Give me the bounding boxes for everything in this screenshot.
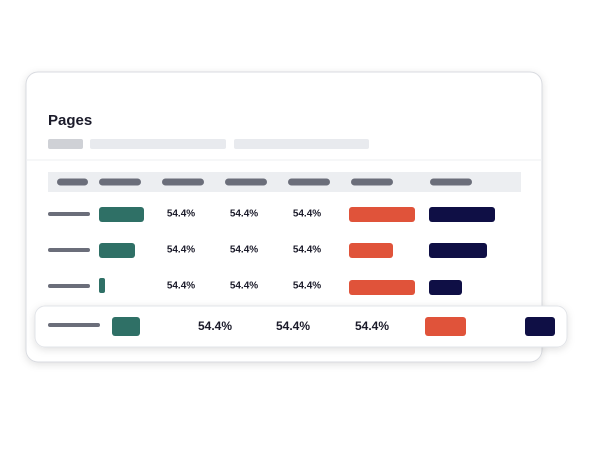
pill [430, 178, 472, 186]
pill [57, 178, 88, 186]
navy-bar [429, 280, 462, 295]
cell: 54.4% [276, 319, 310, 333]
header-pills [57, 178, 472, 186]
row-label [48, 323, 100, 327]
cell: 54.4% [167, 281, 195, 292]
cell: 54.4% [230, 245, 258, 256]
red-bar [349, 243, 393, 258]
pill [99, 178, 141, 186]
cell: 54.4% [230, 209, 258, 220]
row-label [48, 212, 90, 216]
green-bar [99, 278, 105, 293]
red-bar [425, 317, 466, 336]
red-bar [349, 207, 415, 222]
pill [351, 178, 393, 186]
navy-bar [429, 243, 487, 258]
cell: 54.4% [293, 245, 321, 256]
placeholder [90, 139, 226, 149]
green-bar [99, 207, 144, 222]
cell: 54.4% [167, 209, 195, 220]
header-row [48, 172, 521, 192]
row-label [48, 248, 90, 252]
green-bar [112, 317, 140, 336]
navy-bar [525, 317, 555, 336]
highlight-row[interactable] [34, 305, 568, 348]
rows: 54.4% 54.4% 54.4% 54.4% 54.4% 54.4% 54.4… [48, 207, 495, 295]
pill [288, 178, 330, 186]
navy-bar [429, 207, 495, 222]
cell: 54.4% [355, 319, 389, 333]
pill [225, 178, 267, 186]
cell: 54.4% [198, 319, 232, 333]
red-bar [349, 280, 415, 295]
cell: 54.4% [293, 209, 321, 220]
cell: 54.4% [293, 281, 321, 292]
title: Pages [48, 112, 92, 129]
cell: 54.4% [230, 281, 258, 292]
row-label [48, 284, 90, 288]
green-bar [99, 243, 135, 258]
placeholder [234, 139, 369, 149]
cell: 54.4% [167, 245, 195, 256]
pill [162, 178, 204, 186]
placeholder [48, 139, 83, 149]
